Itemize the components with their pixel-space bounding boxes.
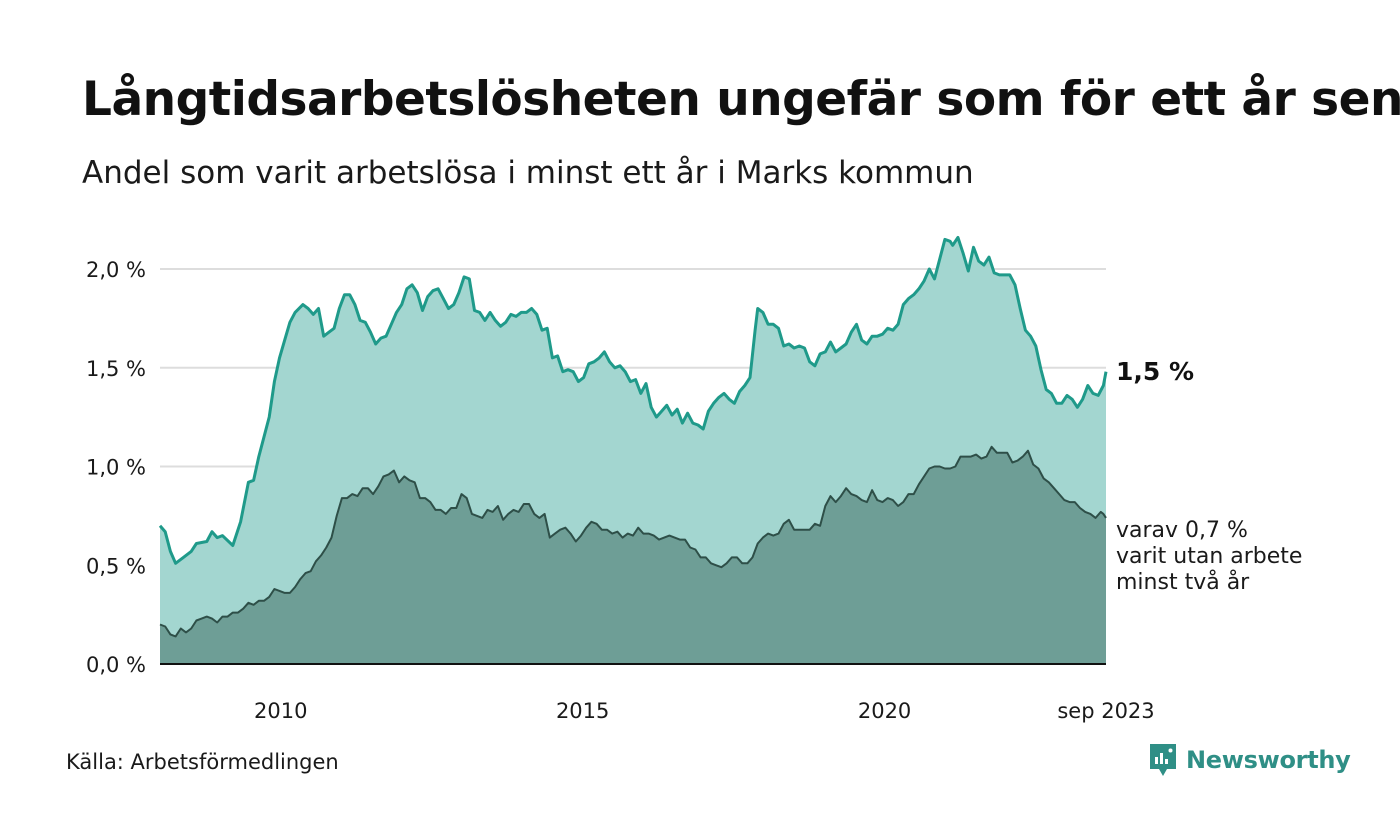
y-tick-label: 2,0 % xyxy=(86,258,146,282)
end-labels: 1,5 % varav 0,7 % varit utan arbete mins… xyxy=(1116,357,1302,595)
chart-title: Långtidsarbetslösheten ungefär som för e… xyxy=(82,72,1400,127)
y-tick-label: 1,0 % xyxy=(86,456,146,480)
long-term-label-line-2: varit utan arbete xyxy=(1116,544,1302,569)
x-tick-label: 2010 xyxy=(254,699,307,723)
y-tick-label: 0,5 % xyxy=(86,554,146,578)
x-tick-label: 2015 xyxy=(556,699,609,723)
chart-subtitle: Andel som varit arbetslösa i minst ett å… xyxy=(82,155,974,191)
axes: 0,0 % 0,5 % 1,0 % 1,5 % 2,0 % 2010 2015 2020 sep… xyxy=(86,258,1155,723)
long-term-label-line-1: varav 0,7 % xyxy=(1116,518,1248,543)
brand-name: Newsworthy xyxy=(1186,746,1351,774)
chart-areas xyxy=(158,235,1108,664)
x-tick-label: 2020 xyxy=(858,699,911,723)
x-tick-label: sep 2023 xyxy=(1057,699,1154,723)
long_term-area xyxy=(160,446,1106,664)
long-term-label-line-3: minst två år xyxy=(1116,569,1250,595)
y-tick-label: 0,0 % xyxy=(86,653,146,677)
long_term-line xyxy=(159,445,1107,638)
total-end-label: 1,5 % xyxy=(1116,357,1194,386)
total-line xyxy=(158,235,1108,565)
y-tick-label: 1,5 % xyxy=(86,357,146,381)
source-note: Källa: Arbetsförmedlingen xyxy=(66,750,339,774)
newsworthy-icon xyxy=(1150,744,1176,776)
brand-logo[interactable]: Newsworthy xyxy=(1148,742,1351,778)
